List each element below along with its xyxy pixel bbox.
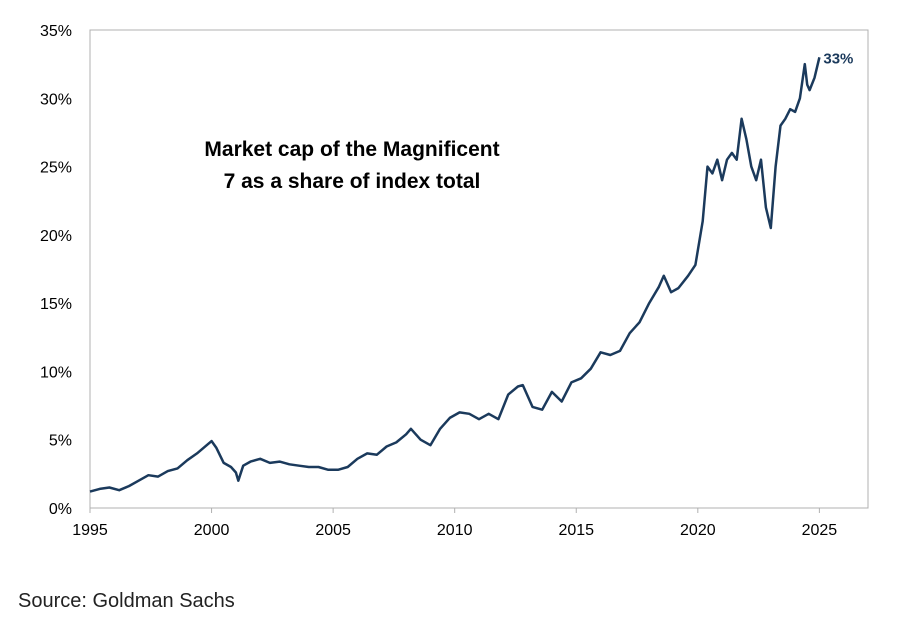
- y-tick-label: 10%: [40, 364, 72, 381]
- x-tick-label: 2020: [680, 522, 716, 539]
- series-group: [89, 57, 821, 493]
- x-tick-label: 2025: [802, 522, 838, 539]
- y-tick-label: 0%: [49, 501, 72, 518]
- x-tick-label: 2000: [194, 522, 230, 539]
- y-tick-label: 20%: [40, 228, 72, 245]
- y-axis: 0% 5% 10% 15% 20% 25% 30% 35%: [40, 23, 72, 518]
- y-tick-label: 15%: [40, 296, 72, 313]
- x-tick-label: 2010: [437, 522, 473, 539]
- y-tick-label: 25%: [40, 160, 72, 177]
- chart-title-line-2: 7 as a share of index total: [224, 170, 481, 193]
- chart-title-line-1: Market cap of the Magnificent: [204, 138, 499, 161]
- plot-area-frame: [89, 29, 869, 509]
- x-tick-label: 1995: [72, 522, 108, 539]
- series-line: [89, 57, 821, 493]
- y-tick-label: 30%: [40, 91, 72, 108]
- y-tick-label: 35%: [40, 23, 72, 40]
- source-note: Source: Goldman Sachs: [18, 590, 235, 612]
- y-tick-label: 5%: [49, 433, 72, 450]
- x-tick-label: 2015: [558, 522, 594, 539]
- end-value-label: 33%: [823, 50, 853, 67]
- x-axis: 1995 2000 2005 2010 2015 2020 2025: [72, 508, 837, 539]
- x-tick-label: 2005: [315, 522, 351, 539]
